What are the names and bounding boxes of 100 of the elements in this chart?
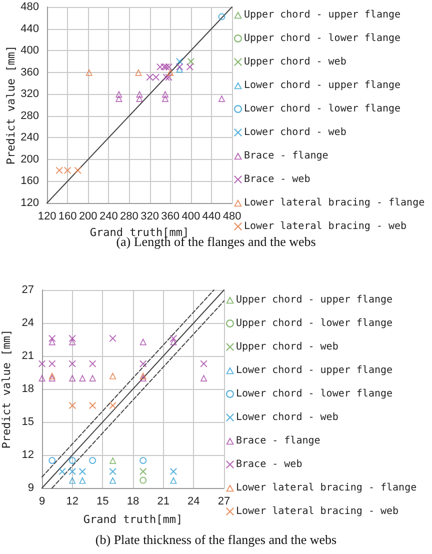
y-tick-label: 280 <box>20 110 39 122</box>
point <box>140 468 147 475</box>
y-tick-label: 400 <box>20 44 39 57</box>
x-tick-label: 360 <box>161 210 180 222</box>
legend-label: Lower lateral bracing - web <box>236 506 399 517</box>
legend-label: Upper chord - web <box>236 342 338 352</box>
legend-label: Upper chord - web <box>244 56 346 68</box>
point <box>200 374 208 382</box>
point <box>48 360 56 368</box>
point <box>86 68 93 76</box>
point <box>68 334 76 342</box>
point <box>78 468 86 475</box>
point <box>136 94 143 102</box>
point <box>64 166 72 174</box>
point <box>68 402 76 409</box>
point <box>89 374 96 382</box>
x-axis-title: Grand truth[mm] <box>83 513 183 526</box>
x-tick-label: 240 <box>99 210 118 222</box>
point <box>48 372 56 380</box>
point <box>68 360 76 368</box>
point <box>68 457 76 464</box>
y-tick-label: 21 <box>22 350 34 362</box>
point <box>109 372 116 380</box>
point <box>140 476 147 484</box>
x-tick-label: 320 <box>140 210 159 222</box>
point <box>115 94 122 102</box>
legend-label: Lower lateral bracing - flange <box>236 482 417 494</box>
y-tick-label: 360 <box>20 66 39 78</box>
x-tick-label: 400 <box>182 210 200 222</box>
legend-label: Lower chord - upper flange <box>244 80 401 91</box>
point <box>200 360 208 368</box>
point <box>140 360 147 368</box>
point <box>134 68 142 76</box>
point <box>146 74 154 81</box>
point <box>162 94 169 102</box>
point <box>68 476 76 484</box>
y-tick-label: 12 <box>22 449 34 461</box>
point <box>89 402 96 409</box>
x-tick-label: 440 <box>202 210 221 222</box>
point <box>170 476 177 484</box>
legend-label: Lower lateral bracing - web <box>244 221 407 232</box>
x-tick-label: 200 <box>78 210 98 222</box>
y-tick-label: 480 <box>20 1 39 13</box>
point <box>140 457 147 464</box>
point <box>176 63 184 70</box>
legend-label: Lower chord - lower flange <box>236 388 393 400</box>
x-tick-label: 18 <box>126 496 140 508</box>
point <box>68 374 76 382</box>
y-tick-label: 27 <box>22 284 34 296</box>
point <box>89 457 96 464</box>
y-tick-label: 160 <box>20 175 39 188</box>
point <box>170 468 177 475</box>
point <box>38 374 46 382</box>
x-tick-label: 280 <box>120 210 138 222</box>
point <box>170 334 177 342</box>
y-axis-title: Predict value [mm] <box>4 45 18 165</box>
point <box>68 468 76 475</box>
y-tick-label: 15 <box>22 416 34 428</box>
point <box>218 94 226 102</box>
y-tick-label: 440 <box>20 22 39 35</box>
x-tick-label: 12 <box>66 496 78 508</box>
y-tick-label: 320 <box>20 88 39 100</box>
point <box>187 58 194 65</box>
legend-label: Brace - web <box>236 459 302 470</box>
point <box>165 63 172 70</box>
point <box>109 476 116 484</box>
point <box>89 360 96 368</box>
point <box>78 374 86 382</box>
point <box>218 13 226 20</box>
point <box>140 372 147 380</box>
point <box>166 68 174 76</box>
legend-label: Brace - flange <box>236 436 320 446</box>
point <box>38 360 46 368</box>
legend-label: Upper chord - upper flange <box>236 294 393 306</box>
point <box>74 166 82 174</box>
text: (b) Plate thickness of the flanges and the webs <box>95 532 337 547</box>
x-tick-label: 120 <box>38 210 56 222</box>
x-tick-label: 27 <box>218 496 230 508</box>
legend-label: Brace - web <box>244 174 310 185</box>
x-tick-label: 480 <box>222 210 242 222</box>
point <box>186 63 194 70</box>
legend-label: Lower chord - web <box>244 127 346 138</box>
y-tick-label: 240 <box>20 132 39 144</box>
x-tick-label: 160 <box>58 210 77 222</box>
legend-label: Lower chord - web <box>236 412 338 423</box>
point <box>48 334 56 342</box>
legend-label: Upper chord - lower flange <box>236 318 393 329</box>
x-tick-label: 24 <box>188 496 200 508</box>
y-tick-label: 200 <box>20 153 39 166</box>
point <box>56 166 63 174</box>
legend-label: Upper chord - lower flange <box>244 33 401 44</box>
legend-label: Upper chord - upper flange <box>244 10 401 20</box>
y-tick-label: 18 <box>22 383 34 395</box>
y-axis-title: Predict value [mm] <box>0 329 13 449</box>
point <box>152 74 160 81</box>
point <box>109 334 116 342</box>
y-tick-label: 120 <box>20 197 39 209</box>
x-tick-label: 21 <box>157 496 170 508</box>
legend-label: Lower lateral bracing - flange <box>244 198 425 208</box>
point <box>48 457 56 464</box>
